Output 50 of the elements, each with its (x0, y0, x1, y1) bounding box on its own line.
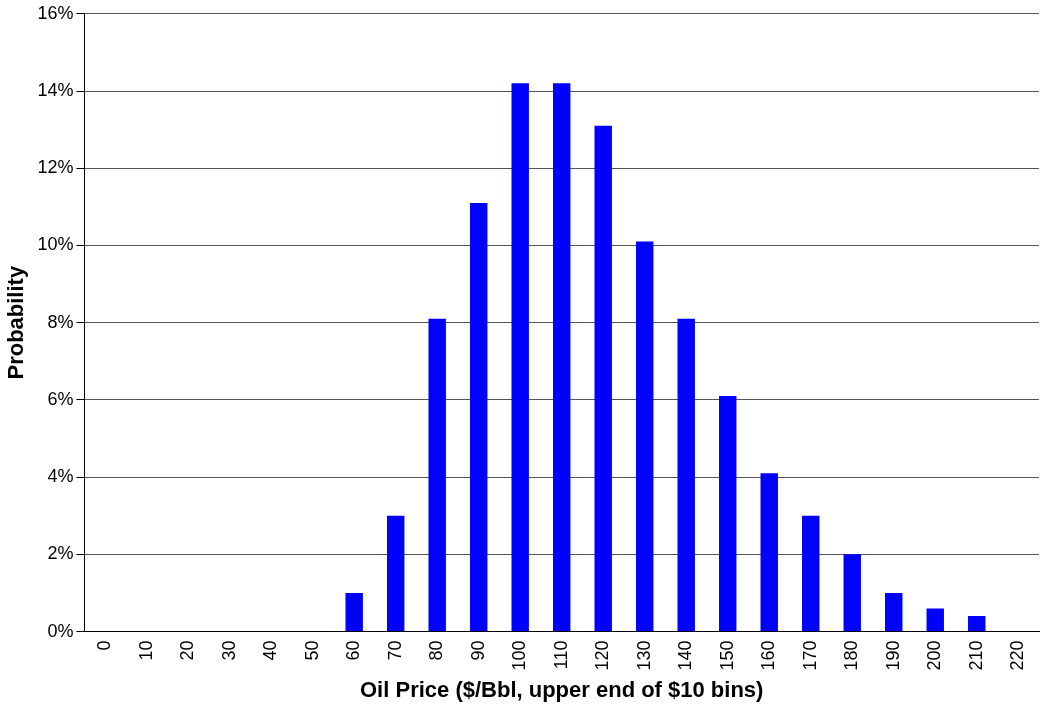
y-axis-title: Probability (3, 265, 29, 380)
x-tick-label: 120 (592, 640, 613, 671)
x-tick-label: 0 (94, 640, 115, 651)
x-tick-label: 220 (1007, 640, 1028, 671)
x-tick-label: 110 (550, 640, 571, 670)
bar (719, 396, 737, 632)
x-tick-label: 90 (467, 640, 488, 661)
bar (511, 83, 529, 632)
x-tick-label: 100 (509, 640, 530, 671)
x-tick-label: 130 (633, 640, 654, 671)
bar (760, 473, 778, 632)
bar (926, 608, 944, 632)
y-tick-label: 0% (47, 620, 74, 641)
bar (386, 515, 405, 632)
x-tick-label: 190 (882, 640, 903, 671)
bar (843, 554, 861, 632)
y-tick-label: 10% (37, 234, 74, 255)
x-axis-title: Oil Price ($/Bbl, upper end of $10 bins) (360, 676, 764, 702)
bar (553, 83, 571, 632)
bar (428, 318, 446, 632)
x-tick-label: 180 (841, 640, 862, 671)
bar (636, 241, 654, 632)
x-tick-label: 70 (384, 640, 405, 661)
y-tick-label: 2% (47, 543, 74, 564)
bar (469, 202, 488, 632)
y-tick-label: 12% (37, 157, 74, 178)
x-tick-label: 60 (343, 640, 364, 661)
x-tick-label: 10 (135, 640, 156, 661)
y-tick-label: 4% (47, 466, 74, 487)
y-tick-label: 6% (47, 388, 74, 409)
x-tick-label: 150 (716, 640, 737, 671)
x-tick-label: 160 (758, 640, 779, 671)
x-tick-label: 30 (218, 640, 239, 661)
bar (802, 515, 820, 632)
x-tick-label: 20 (177, 640, 198, 661)
y-tick-label: 8% (47, 311, 74, 332)
bar (345, 592, 363, 632)
x-tick-label: 200 (924, 640, 945, 671)
x-tick-label: 50 (301, 640, 322, 661)
y-tick-label: 16% (37, 2, 74, 23)
x-tick-label: 80 (426, 640, 447, 661)
x-tick-label: 140 (675, 640, 696, 671)
y-tick-label: 14% (37, 79, 74, 100)
x-tick-label: 210 (965, 640, 986, 671)
bar (968, 616, 986, 632)
bar (885, 592, 903, 632)
bar (594, 125, 612, 632)
x-tick-label: 40 (260, 640, 281, 661)
x-tick-label: 170 (799, 640, 820, 671)
bar (677, 318, 695, 632)
